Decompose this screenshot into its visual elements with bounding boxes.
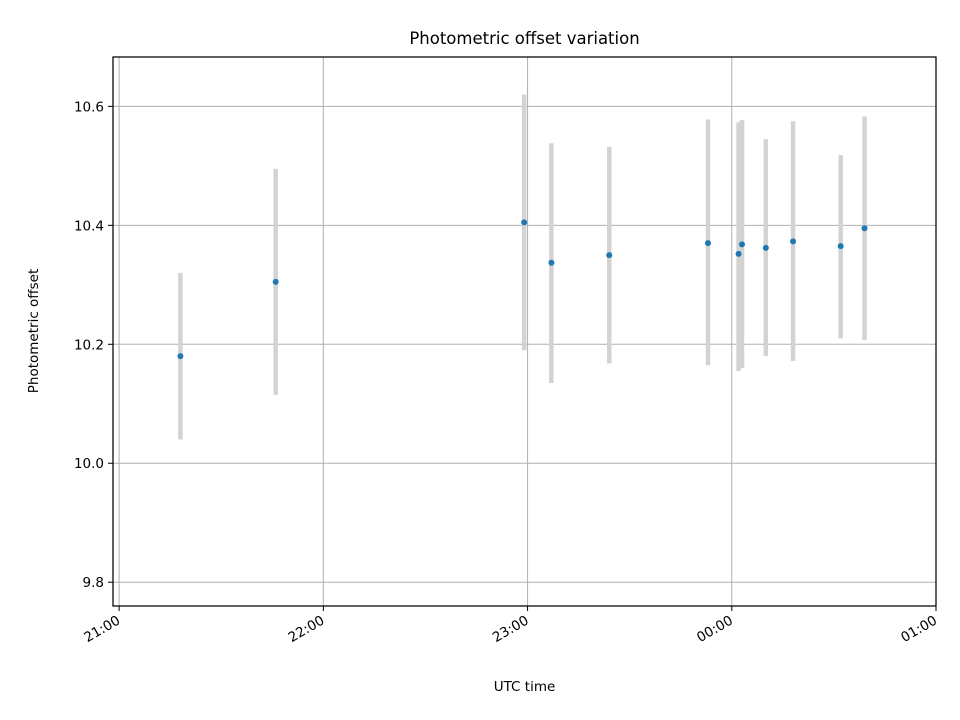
data-points <box>177 219 868 360</box>
data-point <box>548 259 555 266</box>
data-point <box>861 225 868 232</box>
x-tick-label: 23:00 <box>490 613 532 646</box>
data-point <box>521 219 528 226</box>
grid-lines <box>113 57 937 606</box>
x-tick-label: 22:00 <box>286 613 328 646</box>
y-tick-label: 10.6 <box>74 99 104 115</box>
chart-title: Photometric offset variation <box>409 29 639 48</box>
y-axis-label: Photometric offset <box>26 269 42 393</box>
data-point <box>704 240 711 247</box>
y-tick-label: 10.0 <box>74 456 104 472</box>
y-tick-label: 9.8 <box>83 575 104 591</box>
x-tick-label: 21:00 <box>81 613 123 646</box>
error-bars <box>178 94 867 440</box>
y-tick-label: 10.4 <box>74 218 104 234</box>
x-tick-label: 00:00 <box>694 613 736 646</box>
data-point <box>762 244 769 251</box>
data-point <box>790 238 797 245</box>
data-point <box>606 252 613 259</box>
y-axis: 9.8 10.0 10.2 10.4 10.6 <box>74 99 113 591</box>
data-point <box>837 243 844 250</box>
data-point <box>735 250 742 257</box>
data-point <box>272 278 279 285</box>
data-point <box>177 353 184 360</box>
y-tick-label: 10.2 <box>74 337 104 353</box>
data-point <box>738 241 745 248</box>
x-axis-label: UTC time <box>494 679 556 695</box>
x-tick-label: 01:00 <box>898 613 940 646</box>
plot-frame <box>112 56 937 607</box>
